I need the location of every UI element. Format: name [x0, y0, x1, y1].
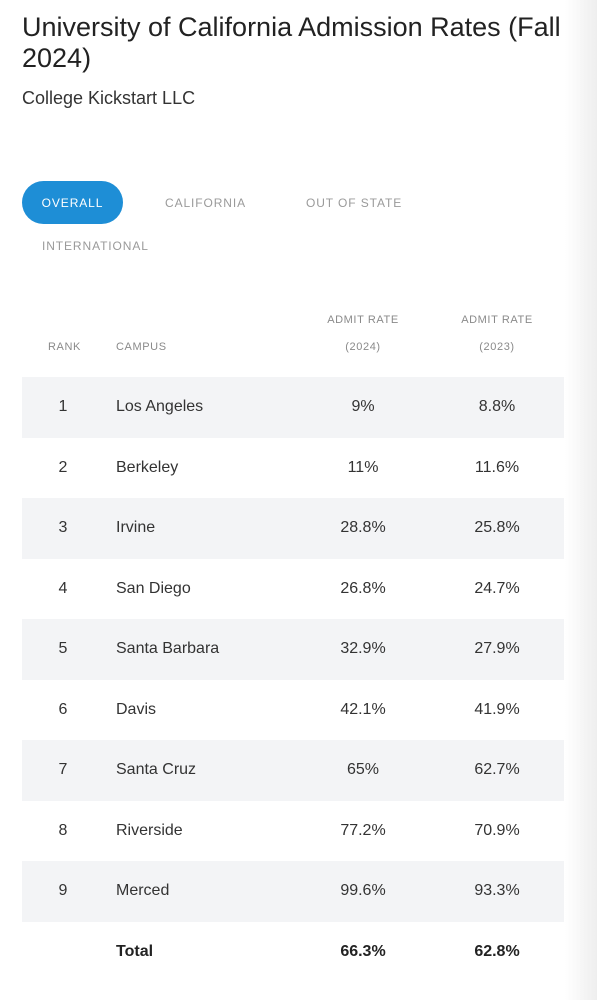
table-row: 4 San Diego 26.8% 24.7%	[22, 559, 564, 620]
campus-cell: Berkeley	[116, 458, 179, 476]
header-campus: CAMPUS	[116, 341, 167, 353]
rate-2023-cell: 93.3%	[474, 882, 520, 899]
header-rank: RANK	[48, 341, 81, 353]
filter-tabs: OVERALL CALIFORNIA OUT OF STATE INTERNAT…	[22, 181, 564, 271]
table-row: 2 Berkeley 11% 11.6%	[22, 438, 564, 499]
header-admit-rate-2024-year: (2024)	[345, 341, 381, 353]
rate-2024-cell: 65%	[346, 761, 380, 778]
rate-2023-cell: 27.9%	[474, 640, 520, 657]
campus-cell: San Diego	[116, 579, 191, 597]
header-admit-rate-2024-label: ADMIT RATE	[327, 314, 399, 326]
table-row-total: Total 66.3% 62.8%	[22, 922, 564, 983]
total-label: Total	[116, 942, 154, 960]
table-row: 8 Riverside 77.2% 70.9%	[22, 801, 564, 862]
campus-cell: Davis	[116, 700, 157, 718]
rate-2023-cell: 8.8%	[478, 398, 516, 415]
table-row: 9 Merced 99.6% 93.3%	[22, 861, 564, 922]
page-subtitle: College Kickstart LLC	[22, 88, 196, 108]
rank-cell: 4	[58, 579, 68, 597]
table-header: RANK CAMPUS ADMIT RATE (2024) ADMIT RATE…	[22, 300, 564, 377]
rate-2024-cell: 42.1%	[340, 700, 386, 718]
table-row: 7 Santa Cruz 65% 62.7%	[22, 740, 564, 801]
table-row: 3 Irvine 28.8% 25.8%	[22, 498, 564, 559]
rank-cell: 6	[58, 700, 68, 718]
rate-2023-cell: 11.6%	[474, 458, 520, 476]
rate-2024-cell: 26.8%	[340, 579, 386, 597]
campus-cell: Los Angeles	[116, 398, 204, 415]
page-title: University of California Admission Rates…	[22, 12, 561, 73]
rate-2024-cell: 77.2%	[340, 821, 386, 839]
rate-2024-cell: 32.9%	[340, 640, 386, 657]
rate-2024-cell: 99.6%	[340, 882, 386, 899]
rate-2023-cell: 70.9%	[474, 821, 520, 839]
rate-2024-cell: 11%	[347, 458, 379, 476]
campus-cell: Santa Cruz	[116, 761, 197, 778]
tab-overall[interactable]: OVERALL	[22, 181, 123, 224]
rate-2023-cell: 62.7%	[474, 761, 520, 778]
campus-cell: Riverside	[116, 821, 183, 839]
total-rate-2024: 66.3%	[340, 942, 386, 960]
tab-out-of-state[interactable]: OUT OF STATE	[306, 196, 403, 210]
rate-2023-cell: 24.7%	[474, 579, 520, 597]
campus-cell: Merced	[116, 882, 170, 899]
rate-2023-cell: 25.8%	[474, 519, 520, 536]
rank-cell: 3	[58, 519, 68, 536]
table-row: 1 Los Angeles 9% 8.8%	[22, 377, 564, 438]
rate-2023-cell: 41.9%	[474, 700, 520, 718]
admission-rates-table: RANK CAMPUS ADMIT RATE (2024) ADMIT RATE…	[22, 300, 564, 982]
rank-cell: 1	[58, 398, 68, 415]
header-admit-rate-2023-label: ADMIT RATE	[461, 314, 533, 326]
total-rate-2023: 62.8%	[474, 942, 520, 960]
header-admit-rate-2023-year: (2023)	[479, 341, 515, 353]
rank-cell: 5	[58, 640, 68, 657]
table-row: 6 Davis 42.1% 41.9%	[22, 680, 564, 741]
rank-cell: 7	[58, 761, 68, 778]
campus-cell: Irvine	[116, 519, 156, 536]
rate-2024-cell: 28.8%	[340, 519, 386, 536]
rate-2024-cell: 9%	[351, 398, 375, 415]
tab-california[interactable]: CALIFORNIA	[165, 196, 247, 210]
rank-cell: 9	[58, 882, 68, 899]
campus-cell: Santa Barbara	[116, 640, 220, 657]
rank-cell: 2	[58, 458, 68, 476]
table-row: 5 Santa Barbara 32.9% 27.9%	[22, 619, 564, 680]
header-admit-rate-2023: ADMIT RATE (2023)	[456, 307, 538, 361]
tab-international[interactable]: INTERNATIONAL	[42, 239, 149, 253]
rank-cell: 8	[58, 821, 68, 839]
table-body: 1 Los Angeles 9% 8.8% 2 Berkeley 11% 11.6% 3 Irvi…	[22, 377, 564, 922]
page-edge-shadow	[565, 0, 597, 1000]
header-admit-rate-2024: ADMIT RATE (2024)	[322, 307, 404, 361]
